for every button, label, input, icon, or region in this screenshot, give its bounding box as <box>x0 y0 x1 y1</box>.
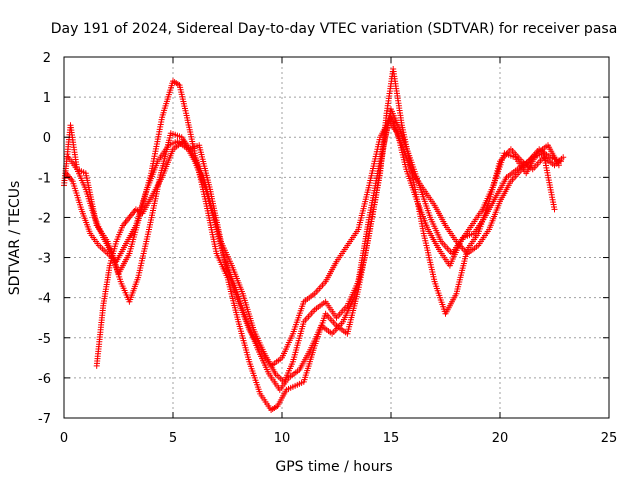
y-tick-label: -1 <box>38 171 51 186</box>
x-tick-label: 20 <box>492 431 509 446</box>
y-tick-label: 2 <box>43 51 51 66</box>
x-tick-label: 0 <box>60 431 68 446</box>
x-tick-label: 10 <box>274 431 291 446</box>
plot-frame <box>63 56 610 419</box>
data-point-marker <box>558 158 564 165</box>
data-point-marker <box>560 154 567 161</box>
data-point-marker <box>551 206 558 213</box>
y-tick-label: -4 <box>38 292 51 307</box>
y-tick-label: -5 <box>38 332 51 347</box>
y-tick-label: 1 <box>43 91 51 106</box>
series-track-4 <box>93 114 558 369</box>
y-axis-label: SDTVAR / TECUs <box>7 181 23 296</box>
x-tick-label: 25 <box>601 431 618 446</box>
chart-title: Day 191 of 2024, Sidereal Day-to-day VTE… <box>51 21 618 37</box>
y-tick-label: -7 <box>38 412 51 427</box>
data-series <box>61 66 567 413</box>
y-tick-label: -2 <box>38 211 51 226</box>
x-axis-label: GPS time / hours <box>275 459 392 475</box>
x-tick-label: 5 <box>169 431 177 446</box>
x-tick-label: 15 <box>383 431 400 446</box>
y-tick-label: -6 <box>38 372 51 387</box>
y-tick-label: 0 <box>43 131 51 146</box>
y-tick-label: -3 <box>38 252 51 267</box>
